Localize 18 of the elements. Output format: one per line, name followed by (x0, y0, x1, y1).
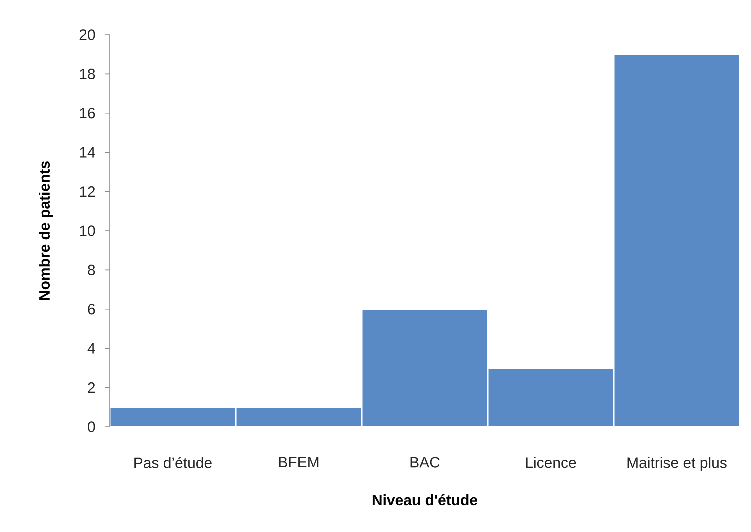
y-tick-label: 16 (80, 108, 96, 119)
x-tick-label: Pas d’étude (134, 457, 212, 468)
y-tick-label: 2 (88, 382, 96, 394)
x-tick-label: BAC (410, 457, 440, 468)
y-tick-label: 18 (80, 68, 96, 80)
y-axis-title: Nombre de patients (39, 162, 53, 300)
x-axis-title: Niveau d'étude (372, 494, 478, 506)
x-tick-label: BFEM (279, 457, 319, 468)
y-tick-label: 6 (88, 304, 96, 315)
y-tick-label: 4 (88, 343, 96, 354)
y-tick-label: 10 (80, 226, 96, 236)
y-tick-label: 12 (80, 186, 96, 198)
y-tick-label: 20 (80, 30, 96, 40)
x-tick-label: Maitrise et plus (628, 457, 727, 472)
y-tick-label: 8 (88, 264, 96, 276)
x-tick-label: Licence (526, 457, 576, 468)
y-tick-label: 0 (88, 422, 96, 432)
y-tick-label: 14 (80, 147, 96, 158)
